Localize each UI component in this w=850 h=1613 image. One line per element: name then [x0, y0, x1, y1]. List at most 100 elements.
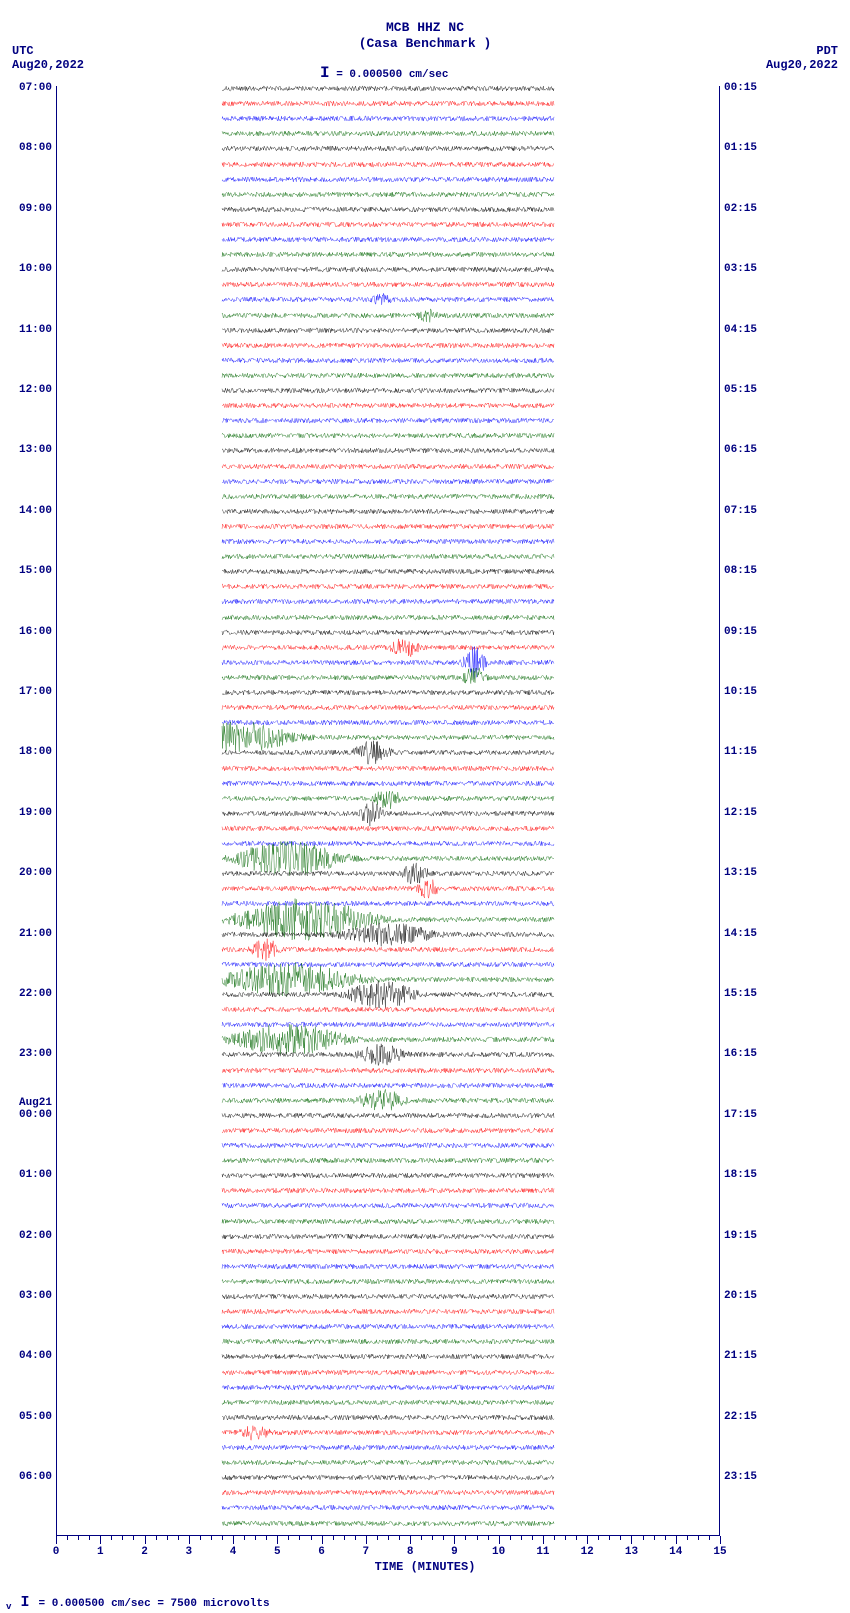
seismic-trace: [57, 1266, 719, 1267]
seismic-trace: [57, 254, 719, 255]
seismic-trace: [57, 148, 719, 149]
pdt-hour-label: 07:15: [724, 505, 784, 517]
seismic-trace: [57, 798, 719, 799]
pdt-hour-label: 03:15: [724, 263, 784, 275]
seismic-trace: [57, 1221, 719, 1222]
seismic-trace: [57, 1296, 719, 1297]
seismic-trace: [57, 466, 719, 467]
seismic-trace: [57, 239, 719, 240]
seismic-trace: [57, 1341, 719, 1342]
x-tick-label: 4: [230, 1546, 237, 1558]
seismic-trace: [57, 601, 719, 602]
pdt-hour-label: 11:15: [724, 746, 784, 758]
utc-hour-label: 15:00: [4, 565, 52, 577]
seismic-trace: [57, 556, 719, 557]
seismic-trace: [57, 360, 719, 361]
x-tick-label: 14: [669, 1546, 682, 1558]
seismic-trace: [57, 1054, 719, 1055]
seismic-trace: [57, 284, 719, 285]
scale-indicator: I = 0.000500 cm/sec: [320, 64, 448, 82]
x-tick-label: 3: [185, 1546, 192, 1558]
seismic-trace: [57, 1356, 719, 1357]
utc-day-change: Aug21: [4, 1097, 52, 1109]
utc-hour-label: 14:00: [4, 505, 52, 517]
seismic-trace: [57, 1024, 719, 1025]
seismic-trace: [57, 1372, 719, 1373]
seismic-trace: [57, 450, 719, 451]
utc-hour-label: 08:00: [4, 142, 52, 154]
seismic-trace: [57, 919, 719, 920]
seismic-trace: [57, 1311, 719, 1312]
seismic-trace: [57, 269, 719, 270]
x-tick-label: 6: [318, 1546, 325, 1558]
utc-hour-label: 06:00: [4, 1471, 52, 1483]
station-subtitle: (Casa Benchmark ): [0, 36, 850, 52]
seismic-trace: [57, 526, 719, 527]
date-right-label: Aug20,2022: [766, 58, 838, 72]
seismic-trace: [57, 692, 719, 693]
seismic-trace: [57, 1009, 719, 1010]
seismic-trace: [57, 964, 719, 965]
x-tick-label: 10: [492, 1546, 505, 1558]
seismic-trace: [57, 1130, 719, 1131]
seismic-trace: [57, 662, 719, 663]
pdt-hour-label: 17:15: [724, 1109, 784, 1121]
utc-hour-label: 07:00: [4, 82, 52, 94]
utc-hour-label: 16:00: [4, 626, 52, 638]
pdt-hour-label: 13:15: [724, 867, 784, 879]
seismic-trace: [57, 345, 719, 346]
seismic-trace: [57, 103, 719, 104]
seismic-trace: [57, 752, 719, 753]
seismic-trace: [57, 903, 719, 904]
seismic-trace: [57, 1115, 719, 1116]
pdt-hour-label: 00:15: [724, 82, 784, 94]
seismic-trace: [57, 118, 719, 119]
seismic-trace: [57, 315, 719, 316]
date-left-label: Aug20,2022: [12, 58, 84, 72]
seismic-trace: [57, 511, 719, 512]
seismic-trace: [57, 1492, 719, 1493]
pdt-hour-label: 16:15: [724, 1048, 784, 1060]
seismogram-container: MCB HHZ NC (Casa Benchmark ) UTC Aug20,2…: [0, 0, 850, 1613]
utc-hour-label: 03:00: [4, 1290, 52, 1302]
seismic-trace: [57, 677, 719, 678]
seismic-trace: [57, 1251, 719, 1252]
utc-hour-label: 18:00: [4, 746, 52, 758]
seismic-trace: [57, 768, 719, 769]
seismic-trace: [57, 1432, 719, 1433]
seismic-trace: [57, 828, 719, 829]
seismic-trace: [57, 164, 719, 165]
pdt-hour-label: 01:15: [724, 142, 784, 154]
tz-left-label: UTC: [12, 44, 34, 58]
seismic-trace: [57, 1477, 719, 1478]
seismic-trace: [57, 224, 719, 225]
seismic-trace: [57, 934, 719, 935]
seismic-trace: [57, 843, 719, 844]
seismic-trace: [57, 858, 719, 859]
seismic-trace: [57, 209, 719, 210]
seismic-trace: [57, 1070, 719, 1071]
seismic-trace: [57, 722, 719, 723]
seismic-trace: [57, 496, 719, 497]
seismic-trace: [57, 1039, 719, 1040]
pdt-hour-label: 02:15: [724, 203, 784, 215]
seismic-trace: [57, 1100, 719, 1101]
pdt-hour-label: 10:15: [724, 686, 784, 698]
seismic-trace: [57, 979, 719, 980]
pdt-hour-label: 15:15: [724, 988, 784, 1000]
seismic-trace: [57, 1447, 719, 1448]
seismic-trace: [57, 783, 719, 784]
seismic-trace: [57, 617, 719, 618]
seismic-trace: [57, 1175, 719, 1176]
seismic-trace: [57, 1507, 719, 1508]
utc-hour-label: 01:00: [4, 1169, 52, 1181]
utc-hour-label: 11:00: [4, 324, 52, 336]
seismic-trace: [57, 1281, 719, 1282]
seismic-trace: [57, 707, 719, 708]
pdt-hour-label: 14:15: [724, 928, 784, 940]
seismic-trace: [57, 541, 719, 542]
pdt-hour-label: 08:15: [724, 565, 784, 577]
seismic-trace: [57, 888, 719, 889]
seismic-trace: [57, 1387, 719, 1388]
seismic-trace: [57, 1523, 719, 1524]
